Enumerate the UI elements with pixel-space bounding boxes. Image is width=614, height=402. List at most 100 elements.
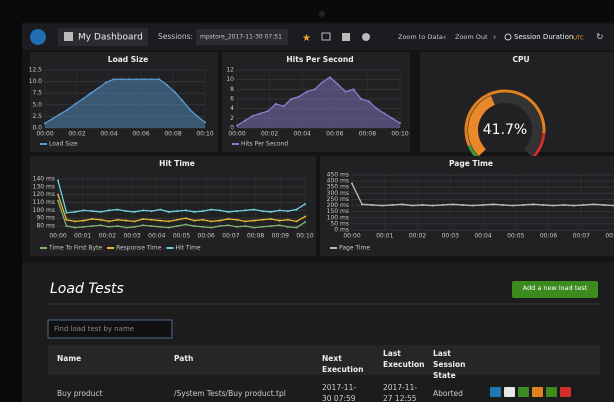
x-tick-label: 00:05 — [507, 233, 524, 240]
session-duration[interactable]: Session Duration — [514, 33, 573, 41]
point — [282, 105, 285, 108]
point — [91, 210, 94, 213]
point — [167, 226, 170, 229]
legend-label: Page Time — [339, 245, 370, 252]
point — [360, 98, 363, 100]
point — [251, 114, 254, 117]
point — [278, 219, 281, 222]
add-button[interactable] — [512, 281, 598, 298]
settings-icon[interactable] — [362, 33, 370, 41]
point — [321, 81, 324, 84]
x-tick-label: 00:08 — [247, 233, 264, 240]
panel-title: Hit Time — [159, 159, 195, 168]
x-tick-label: 00:00 — [49, 233, 66, 240]
x-tick-label: 00:04 — [474, 233, 491, 240]
y-tick-label: 250 ms — [327, 196, 349, 203]
point — [244, 225, 247, 228]
point — [259, 112, 262, 115]
save-icon[interactable] — [342, 33, 350, 41]
share-icon[interactable] — [321, 32, 331, 41]
panel-title: CPU — [512, 55, 529, 64]
panel-title: Page Time — [449, 159, 493, 168]
point — [116, 225, 119, 228]
point — [441, 203, 444, 206]
point — [295, 226, 298, 229]
x-tick-label: 00:07 — [573, 233, 590, 240]
point — [120, 78, 123, 81]
point — [89, 92, 92, 95]
x-tick-label: 00:06 — [132, 131, 149, 138]
table-cell: 2017-11-30 07:59 — [322, 383, 357, 402]
prev-icon[interactable]: ‹ — [443, 33, 446, 42]
point — [352, 88, 355, 91]
point — [74, 210, 77, 213]
point — [532, 203, 535, 206]
point — [313, 88, 316, 91]
point — [399, 122, 401, 125]
point — [572, 204, 575, 207]
legend-label: Time To First Byte — [48, 245, 102, 252]
point — [252, 226, 255, 229]
x-tick-label: 00:10 — [391, 131, 408, 138]
y-tick-label: 12 — [226, 67, 234, 74]
point — [188, 108, 191, 111]
dashboard-picker[interactable] — [58, 28, 148, 46]
point — [133, 225, 136, 228]
search-input[interactable] — [47, 319, 173, 339]
clock-icon — [504, 33, 512, 41]
row-action[interactable] — [504, 387, 515, 397]
refresh-icon[interactable]: ↻ — [596, 33, 604, 43]
point — [329, 76, 332, 79]
y-tick-label: 90 ms — [36, 215, 55, 222]
point — [210, 226, 213, 229]
point — [512, 204, 515, 207]
point — [99, 210, 102, 213]
point — [158, 78, 161, 81]
y-tick-label: 0 — [230, 125, 234, 132]
point — [381, 204, 384, 207]
logo[interactable] — [30, 29, 46, 45]
point — [552, 204, 555, 207]
x-tick-label: 00:00 — [36, 131, 53, 138]
zoom-out[interactable]: Zoom Out — [455, 33, 488, 41]
add-button-label[interactable]: Add a new load test — [522, 284, 588, 292]
point — [261, 210, 264, 213]
row-action[interactable] — [518, 387, 529, 397]
legend-label: Load Size — [49, 141, 78, 148]
point — [116, 208, 119, 211]
point — [59, 113, 62, 116]
point — [431, 204, 434, 207]
point — [82, 209, 85, 212]
point — [218, 209, 221, 212]
star-icon[interactable]: ★ — [302, 33, 311, 44]
camera — [319, 11, 325, 17]
utc-badge: UTC — [573, 36, 584, 42]
point — [108, 220, 111, 223]
next-icon[interactable]: › — [493, 33, 496, 42]
row-action[interactable] — [560, 387, 571, 397]
dashboard-title: My Dashboard — [78, 33, 143, 43]
zoom-data[interactable]: Zoom to Data — [398, 33, 443, 41]
point — [65, 211, 68, 214]
row-action[interactable] — [546, 387, 557, 397]
panel-title: Hits Per Second — [286, 55, 353, 64]
point — [295, 220, 298, 223]
point — [451, 203, 454, 206]
x-tick-label: 00:02 — [68, 131, 85, 138]
x-tick-label: 00:02 — [261, 131, 278, 138]
row-action[interactable] — [490, 387, 501, 397]
point — [74, 102, 77, 105]
point — [82, 225, 85, 228]
point — [269, 225, 272, 228]
point — [167, 220, 170, 223]
x-tick-label: 00:00 — [343, 233, 360, 240]
session-name: mpstore_2017-11-30 07:51 — [200, 34, 282, 41]
y-tick-label: 0.0 — [32, 125, 42, 132]
column-header: Last Session State — [433, 349, 466, 380]
row-action[interactable] — [532, 387, 543, 397]
point — [290, 98, 293, 100]
session-select[interactable] — [196, 29, 288, 45]
point — [278, 224, 281, 227]
point — [227, 218, 230, 220]
